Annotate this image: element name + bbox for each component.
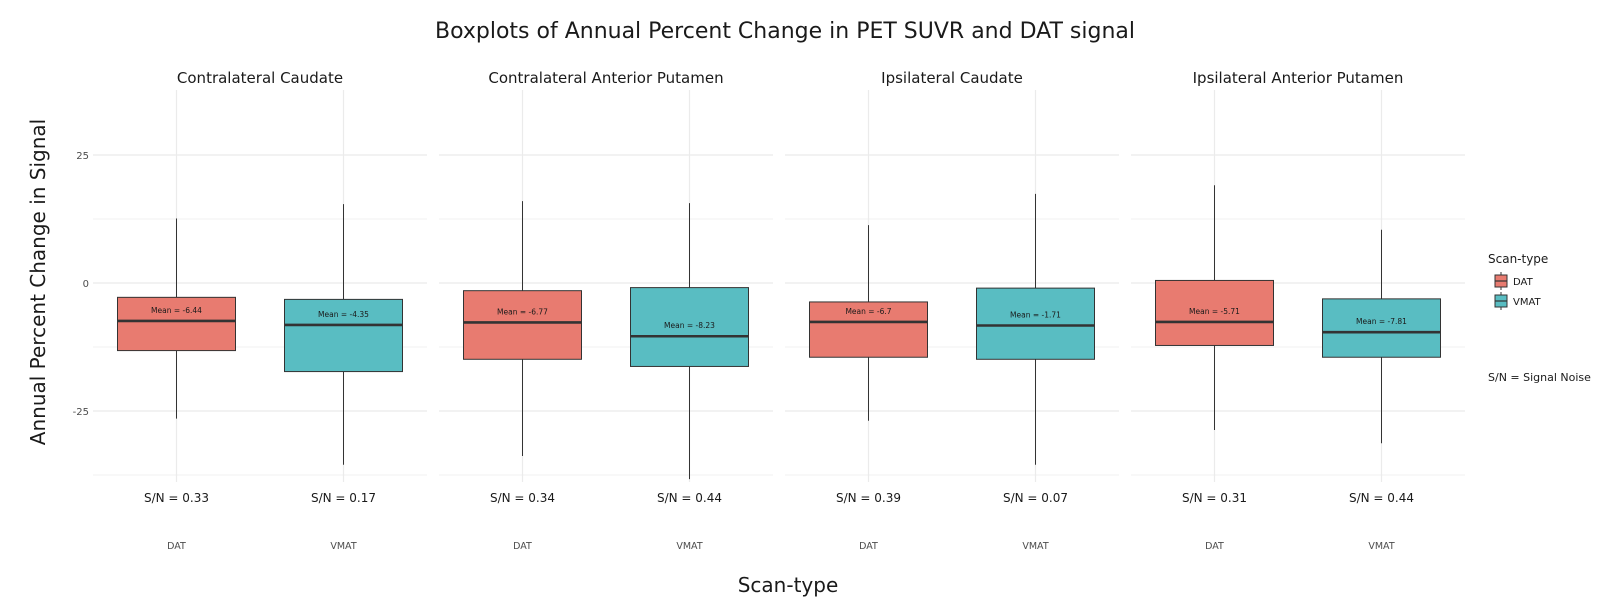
mean-label: Mean = -5.71: [1189, 307, 1240, 316]
mean-label: Mean = -6.44: [151, 306, 202, 315]
facet-title: Ipsilateral Caudate: [881, 69, 1023, 87]
legend: Scan-type DAT VMAT S/N = Signal Noise: [1488, 252, 1591, 384]
sn-label: S/N = 0.31: [1182, 491, 1247, 505]
box-vmat: [976, 287, 1095, 360]
x-tick-label: VMAT: [1368, 541, 1394, 552]
facet-title: Ipsilateral Anterior Putamen: [1193, 69, 1404, 87]
mean-label: Mean = -6.77: [497, 307, 548, 316]
x-tick-label: DAT: [167, 541, 186, 552]
sn-label: S/N = 0.17: [311, 491, 376, 505]
y-tick-label: 25: [76, 151, 89, 162]
facet-panel: Contralateral Caudate Mean = -6.44 S/N = 0…: [93, 69, 427, 552]
facet-title: Contralateral Anterior Putamen: [488, 69, 723, 87]
legend-note: S/N = Signal Noise: [1488, 371, 1591, 384]
mean-label: Mean = -4.35: [318, 310, 369, 319]
mean-label: Mean = -1.71: [1010, 310, 1061, 319]
y-axis-title: Annual Percent Change in Signal: [26, 119, 50, 445]
legend-entries: DAT VMAT: [1494, 272, 1542, 310]
x-tick-label: DAT: [1205, 541, 1224, 552]
facet-panels: 25 0 -25 Contralateral Caudate Mean = -6.44 S…: [73, 69, 1465, 552]
sn-label: S/N = 0.44: [1349, 491, 1414, 505]
facet-panel: Contralateral Anterior Putamen Mean = -6.…: [439, 69, 773, 552]
box-vmat: [284, 298, 403, 373]
sn-label: S/N = 0.33: [144, 491, 209, 505]
facet-panel: Ipsilateral Caudate Mean = -6.7 S/N = 0.39…: [785, 69, 1119, 552]
x-tick-label: DAT: [513, 541, 532, 552]
sn-label: S/N = 0.44: [657, 491, 722, 505]
sn-label: S/N = 0.07: [1003, 491, 1068, 505]
mean-label: Mean = -6.7: [845, 307, 891, 316]
legend-label: DAT: [1513, 277, 1534, 288]
x-axis-title: Scan-type: [738, 573, 839, 597]
x-tick-label: VMAT: [1022, 541, 1048, 552]
x-tick-label: DAT: [859, 541, 878, 552]
legend-label: VMAT: [1513, 297, 1542, 308]
y-tick-label: 0: [83, 279, 89, 290]
x-tick-label: VMAT: [676, 541, 702, 552]
y-tick-label: -25: [73, 407, 89, 418]
box-vmat: [1322, 298, 1441, 358]
sn-label: S/N = 0.34: [490, 491, 555, 505]
legend-title: Scan-type: [1488, 252, 1548, 266]
box-dat: [117, 296, 236, 352]
box-vmat: [630, 287, 749, 367]
sn-label: S/N = 0.39: [836, 491, 901, 505]
facet-panel: Ipsilateral Anterior Putamen Mean = -5.71…: [1131, 69, 1465, 552]
x-tick-label: VMAT: [330, 541, 356, 552]
mean-label: Mean = -8.23: [664, 321, 715, 330]
mean-label: Mean = -7.81: [1356, 317, 1407, 326]
facet-title: Contralateral Caudate: [177, 69, 343, 87]
chart-title: Boxplots of Annual Percent Change in PET…: [435, 19, 1135, 44]
box-dat: [1155, 279, 1274, 346]
box-dat: [463, 290, 582, 360]
box-dat: [809, 301, 928, 358]
